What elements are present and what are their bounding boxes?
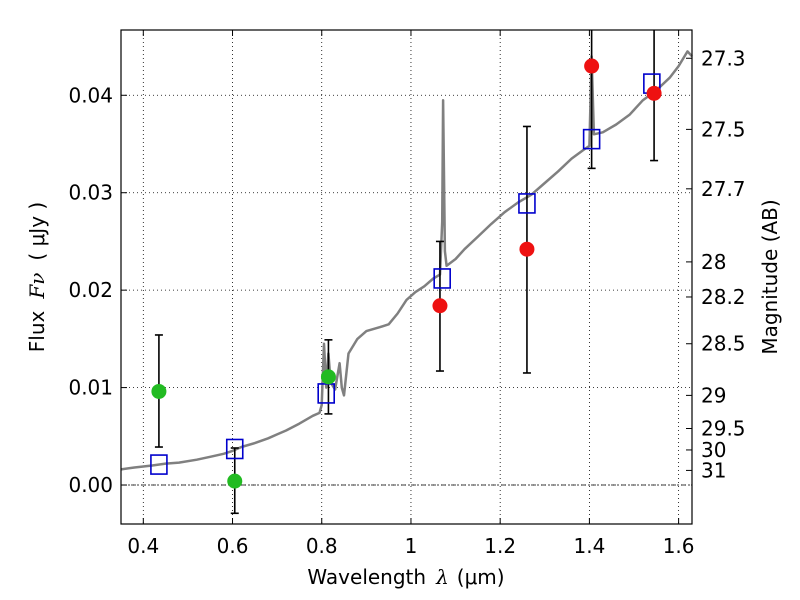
x-tick-label: 1	[405, 534, 418, 558]
right-tick-label: 31	[701, 458, 726, 482]
x-tick-label: 0.8	[306, 534, 338, 558]
observed-point	[519, 241, 535, 257]
y-tick-label: 0.03	[68, 181, 113, 205]
spectrum-line	[120, 50, 693, 471]
y-axis-label: FluxFν( μJy )	[25, 202, 49, 352]
right-tick-label: 27.3	[701, 46, 746, 70]
observed-point	[646, 85, 662, 101]
right-tick-label: 28	[701, 250, 726, 274]
x-tick-label: 0.6	[217, 534, 249, 558]
right-tick-label: 28.5	[701, 332, 746, 356]
grid-layer	[121, 30, 692, 524]
y-tick-label: 0.01	[68, 376, 113, 400]
x-tick-label: 1.4	[573, 534, 605, 558]
y-tick-label: 0.02	[68, 278, 113, 302]
plot-frame	[120, 29, 693, 525]
observed-point	[432, 298, 448, 314]
model-square-marker	[518, 193, 536, 214]
tick-layer: 0.4 0.6 0.8 1 1.2 1.4 1.6 0.00 0.01 0.02 0.03 0.04 2…	[68, 30, 746, 558]
observed-point	[227, 473, 243, 489]
model-square-marker	[225, 438, 244, 460]
x-tick-label: 1.2	[484, 534, 516, 558]
x-axis-label: Wavelength λ (μm)	[307, 565, 504, 589]
model-square-marker	[150, 454, 168, 475]
right-tick-label: 30	[701, 438, 726, 462]
x-tick-label: 1.6	[663, 534, 695, 558]
model-square-marker	[582, 128, 601, 150]
observed-point	[151, 383, 167, 399]
x-tick-label: 0.4	[127, 534, 159, 558]
y-tick-label: 0.04	[68, 83, 113, 107]
model-square-marker	[433, 268, 451, 289]
right-tick-label: 29	[701, 383, 726, 407]
observed-point	[584, 58, 600, 74]
series-layer	[120, 30, 693, 515]
observed-point	[320, 369, 336, 385]
right-tick-label: 29.5	[701, 417, 746, 441]
right-tick-label: 27.5	[701, 117, 746, 141]
y-tick-label: 0.00	[68, 473, 113, 497]
right-tick-label: 27.7	[701, 177, 746, 201]
right-axis-label: Magnitude (AB)	[758, 199, 782, 354]
right-tick-label: 28.2	[701, 285, 746, 309]
